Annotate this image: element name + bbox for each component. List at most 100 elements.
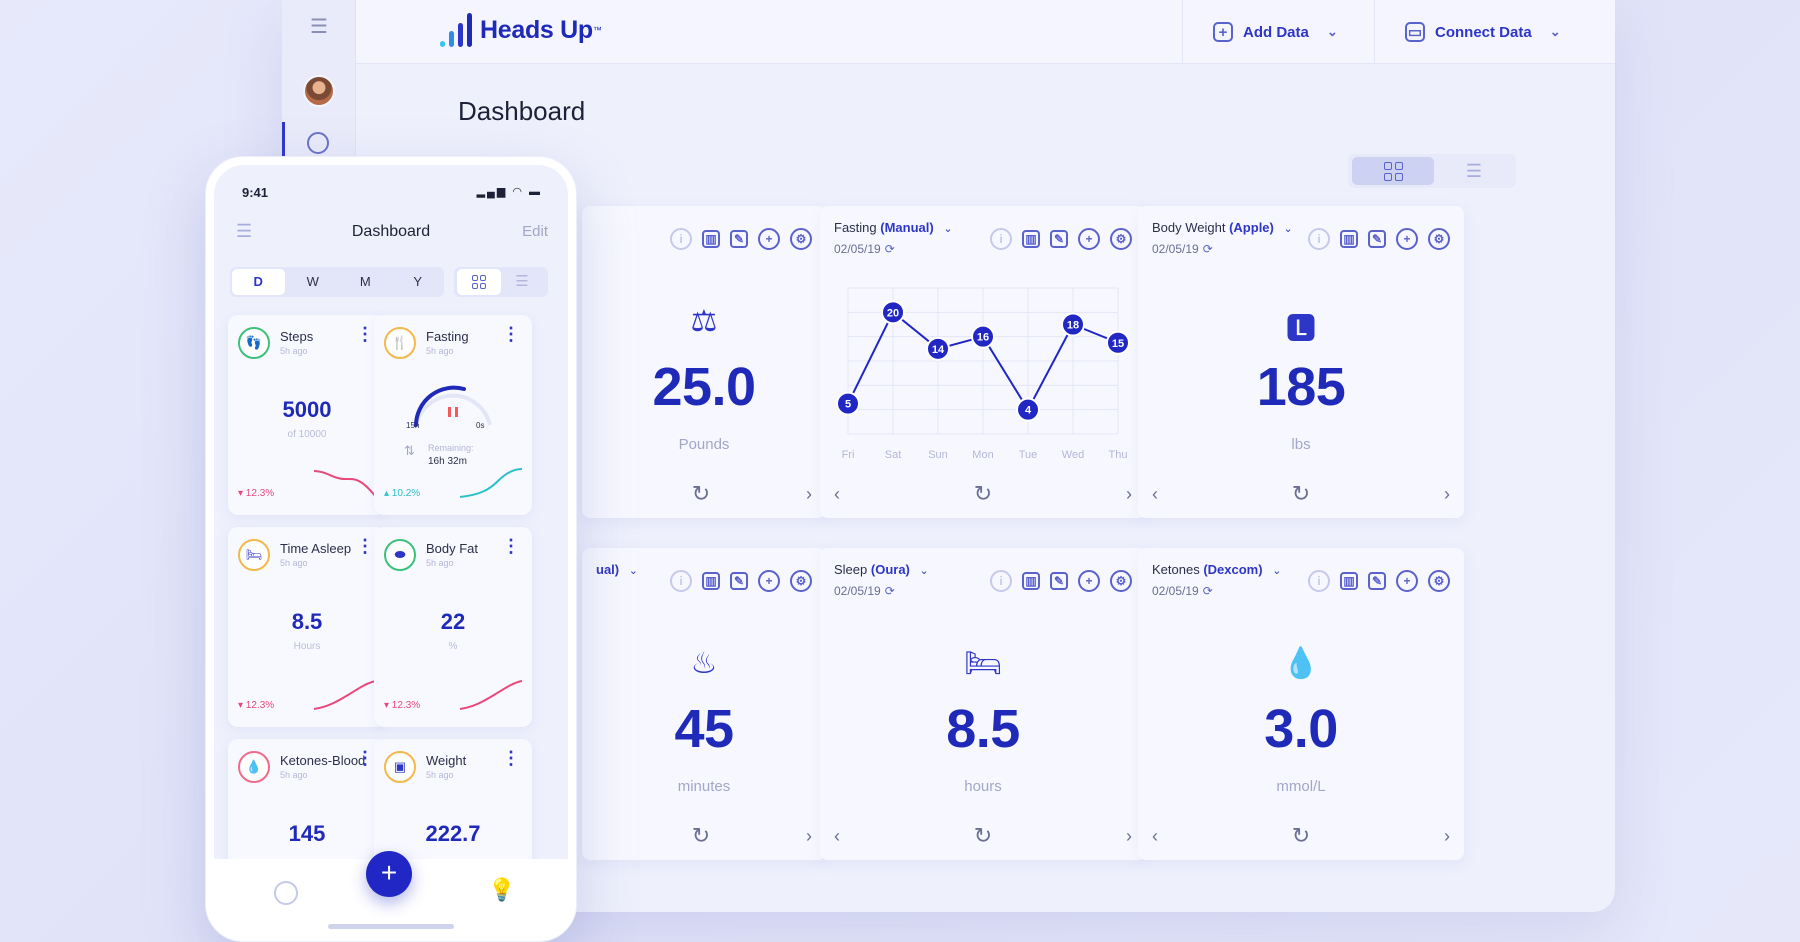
logo-bars-icon	[440, 13, 472, 47]
data-label: 5	[845, 399, 851, 411]
add-circle-icon[interactable]: +	[758, 570, 780, 592]
chart-icon[interactable]: ▥	[1022, 572, 1040, 590]
nav-dashboard-icon[interactable]	[274, 881, 298, 905]
more-vertical-icon[interactable]: ⋮	[502, 748, 520, 768]
more-vertical-icon[interactable]: ⋮	[502, 324, 520, 344]
footprints-icon: 👣	[238, 327, 270, 359]
card-title[interactable]: Body Weight (Apple) ⌄	[1152, 220, 1293, 235]
bed-icon: 🛏	[238, 539, 270, 571]
list-view-button[interactable]: ☰	[1436, 157, 1512, 185]
chart-icon[interactable]: ▥	[702, 572, 720, 590]
refresh-icon[interactable]: ↻	[1291, 823, 1311, 848]
data-point[interactable]	[1106, 330, 1130, 355]
data-point[interactable]	[836, 391, 860, 416]
next-arrow-icon[interactable]: ›	[806, 825, 812, 846]
add-circle-icon[interactable]: +	[1396, 228, 1418, 250]
info-icon[interactable]: i	[670, 570, 692, 592]
sidebar-item-dashboard[interactable]	[282, 122, 356, 162]
more-vertical-icon[interactable]: ⋮	[356, 324, 374, 344]
gear-icon[interactable]: ⚙	[1428, 228, 1450, 250]
edit-icon[interactable]: ✎	[1368, 230, 1386, 248]
nav-lightbulb-icon[interactable]: 💡	[488, 877, 516, 902]
refresh-icon[interactable]: ↻	[1291, 481, 1311, 506]
refresh-icon[interactable]: ↻	[973, 823, 993, 848]
tile-unit: %	[448, 641, 458, 652]
drop-icon: 💧	[1282, 647, 1320, 680]
next-arrow-icon[interactable]: ›	[1126, 825, 1132, 846]
refresh-icon[interactable]: ↻	[691, 823, 711, 848]
chart-icon[interactable]: ▥	[1340, 230, 1358, 248]
info-icon[interactable]: i	[990, 228, 1012, 250]
add-circle-icon[interactable]: +	[1396, 570, 1418, 592]
edit-icon[interactable]: ✎	[1050, 572, 1068, 590]
edit-icon[interactable]: ✎	[730, 230, 748, 248]
card-toolbar: i ▥ ✎ + ⚙	[670, 228, 812, 250]
more-vertical-icon[interactable]: ⋮	[356, 748, 374, 768]
tile-time-asleep[interactable]: 🛏 Time Asleep 5h ago ⋮ 8.5 Hours ▾ 12.3%	[228, 527, 386, 727]
segment-day[interactable]: D	[232, 269, 285, 295]
more-vertical-icon[interactable]: ⋮	[502, 536, 520, 556]
grid-view-button[interactable]	[1352, 157, 1434, 185]
edit-icon[interactable]: ✎	[730, 572, 748, 590]
avatar[interactable]	[303, 75, 335, 107]
prev-arrow-icon[interactable]: ‹	[1152, 825, 1158, 846]
gear-icon[interactable]: ⚙	[790, 228, 812, 250]
grid-icon	[1383, 161, 1403, 181]
tile-steps[interactable]: 👣 Steps 5h ago ⋮ 5000 of 10000 ▾ 12.3%	[228, 315, 386, 515]
chart-icon[interactable]: ▥	[1340, 572, 1358, 590]
info-icon[interactable]: i	[990, 570, 1012, 592]
refresh-icon[interactable]: ↻	[973, 481, 993, 506]
gear-icon[interactable]: ⚙	[790, 570, 812, 592]
segment-month[interactable]: M	[359, 274, 371, 289]
prev-arrow-icon[interactable]: ‹	[834, 825, 840, 846]
card-title[interactable]: Ketones (Dexcom) ⌄	[1152, 562, 1281, 577]
refresh-icon[interactable]: ↻	[691, 481, 711, 506]
logo[interactable]: Heads Up ™	[440, 10, 602, 50]
data-point[interactable]	[926, 336, 950, 361]
prev-arrow-icon[interactable]: ‹	[1152, 483, 1158, 504]
info-icon[interactable]: i	[1308, 228, 1330, 250]
phone-list-view-button[interactable]: ☰	[502, 269, 542, 295]
card-title[interactable]: ual) ⌄	[596, 562, 638, 577]
add-circle-icon[interactable]: +	[1078, 228, 1100, 250]
data-label: 15	[1112, 338, 1124, 350]
phone-menu-icon[interactable]: ☰	[236, 221, 253, 241]
chart-icon[interactable]: ▥	[702, 230, 720, 248]
data-point[interactable]	[881, 300, 905, 325]
logo-text: Heads Up	[480, 15, 593, 44]
add-fab-button[interactable]: +	[366, 851, 412, 897]
card-title[interactable]: Fasting (Manual) ⌄	[834, 220, 953, 235]
connect-data-button[interactable]: ▭ Connect Data ⌄	[1374, 0, 1591, 64]
next-arrow-icon[interactable]: ›	[806, 483, 812, 504]
segment-week[interactable]: W	[306, 274, 319, 289]
segment-year[interactable]: Y	[413, 274, 423, 289]
data-point[interactable]	[1061, 312, 1085, 337]
phone-grid-view-button[interactable]	[457, 269, 501, 295]
add-data-button[interactable]: + Add Data ⌄	[1182, 0, 1368, 64]
edit-button[interactable]: Edit	[522, 223, 548, 240]
prev-arrow-icon[interactable]: ‹	[834, 483, 840, 504]
more-vertical-icon[interactable]: ⋮	[356, 536, 374, 556]
data-label: 14	[932, 344, 945, 356]
hamburger-menu-icon[interactable]: ☰	[310, 16, 328, 38]
gear-icon[interactable]: ⚙	[1110, 570, 1132, 592]
data-point[interactable]	[1016, 397, 1040, 422]
data-point[interactable]	[971, 324, 995, 349]
add-circle-icon[interactable]: +	[758, 228, 780, 250]
add-circle-icon[interactable]: +	[1078, 570, 1100, 592]
info-icon[interactable]: i	[670, 228, 692, 250]
card-title[interactable]: Sleep (Oura) ⌄	[834, 562, 929, 577]
info-icon[interactable]: i	[1308, 570, 1330, 592]
tile-fasting[interactable]: 🍴 Fasting 5h ago ⋮ 15h 0s Remaining: 16h…	[374, 315, 532, 515]
tile-weight[interactable]: ▣ Weight 5h ago ⋮ 222.7	[374, 739, 532, 861]
gear-icon[interactable]: ⚙	[1428, 570, 1450, 592]
tile-body-fat[interactable]: ⬬ Body Fat 5h ago ⋮ 22 % ▾ 12.3%	[374, 527, 532, 727]
next-arrow-icon[interactable]: ›	[1444, 825, 1450, 846]
gear-icon[interactable]: ⚙	[1110, 228, 1132, 250]
edit-icon[interactable]: ✎	[1368, 572, 1386, 590]
next-arrow-icon[interactable]: ›	[1444, 483, 1450, 504]
next-arrow-icon[interactable]: ›	[1126, 483, 1132, 504]
edit-icon[interactable]: ✎	[1050, 230, 1068, 248]
chart-icon[interactable]: ▥	[1022, 230, 1040, 248]
tile-ketones-blood[interactable]: 💧 Ketones-Blood 5h ago ⋮ 145	[228, 739, 386, 861]
